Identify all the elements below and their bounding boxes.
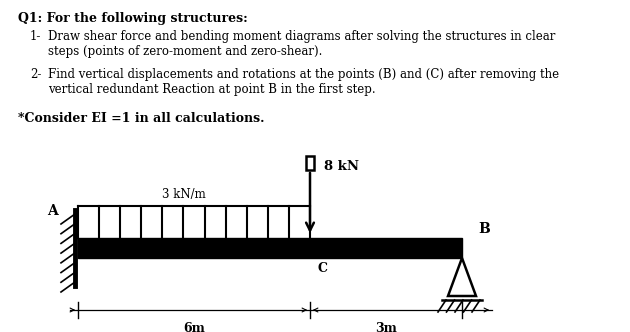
- Text: 2-: 2-: [30, 68, 42, 81]
- FancyBboxPatch shape: [78, 238, 462, 258]
- Text: B: B: [478, 222, 490, 236]
- Text: 3m: 3m: [375, 322, 397, 332]
- Text: C: C: [318, 262, 328, 275]
- Text: *Consider EI =1 in all calculations.: *Consider EI =1 in all calculations.: [18, 112, 265, 125]
- Text: 3 kN/m: 3 kN/m: [162, 188, 206, 201]
- Text: A: A: [47, 204, 57, 218]
- Text: 8 kN: 8 kN: [324, 160, 359, 173]
- Text: 6m: 6m: [183, 322, 205, 332]
- Text: Find vertical displacements and rotations at the points (B) and (C) after removi: Find vertical displacements and rotation…: [48, 68, 559, 96]
- Bar: [306, 156, 314, 170]
- Text: Draw shear force and bending moment diagrams after solving the structures in cle: Draw shear force and bending moment diag…: [48, 30, 556, 58]
- Text: Q1: For the following structures:: Q1: For the following structures:: [18, 12, 248, 25]
- Text: 1-: 1-: [30, 30, 42, 43]
